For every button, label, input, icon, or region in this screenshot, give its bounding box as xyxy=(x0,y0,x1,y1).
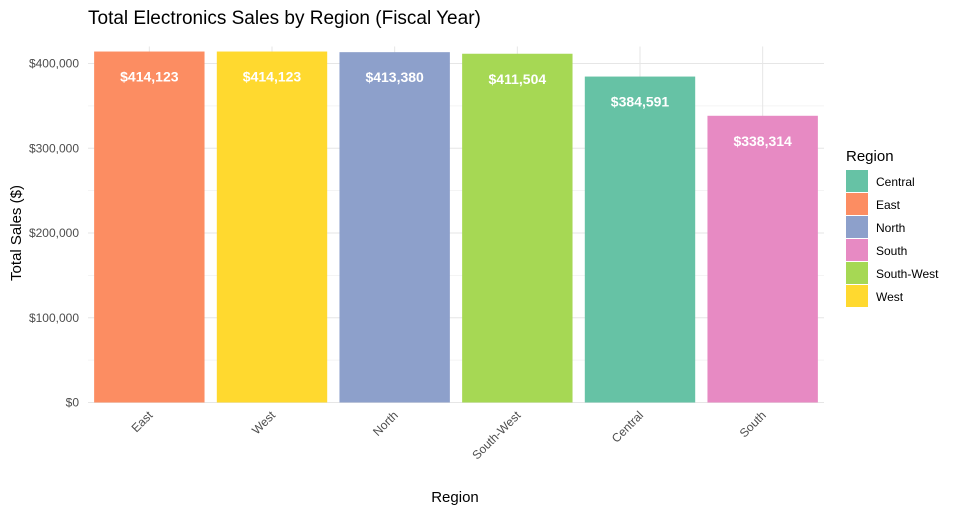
legend: Region Central East North South South-West We… xyxy=(846,148,939,307)
legend-label: North xyxy=(876,221,905,235)
bar xyxy=(584,76,696,403)
y-tick-label: $300,000 xyxy=(29,141,79,155)
bar-value-label: $338,314 xyxy=(733,133,792,149)
y-tick-label: $0 xyxy=(66,396,80,410)
x-tick-label: South-West xyxy=(469,408,524,463)
legend-swatch xyxy=(846,239,868,261)
bar-value-label: $414,123 xyxy=(120,69,179,85)
chart-title: Total Electronics Sales by Region (Fisca… xyxy=(88,8,481,29)
legend-swatch xyxy=(846,170,868,192)
bar xyxy=(216,51,328,403)
legend-label: West xyxy=(876,290,904,304)
y-tick-label: $400,000 xyxy=(29,57,79,71)
y-axis-title: Total Sales ($) xyxy=(8,185,25,281)
x-tick-label: West xyxy=(249,408,279,438)
bar-value-label: $411,504 xyxy=(489,71,547,87)
legend-label: South xyxy=(876,244,907,258)
x-tick-label: Central xyxy=(609,408,646,445)
legend-title: Region xyxy=(846,148,894,165)
bar xyxy=(707,115,818,403)
legend-swatch xyxy=(846,216,868,238)
y-tick-label: $200,000 xyxy=(29,226,79,240)
legend-label: Central xyxy=(876,175,915,189)
legend-swatch xyxy=(846,285,868,307)
x-tick-label: East xyxy=(129,408,156,435)
legend-swatch xyxy=(846,193,868,215)
y-tick-label: $100,000 xyxy=(29,311,79,325)
bar-value-label: $413,380 xyxy=(365,69,424,85)
bar xyxy=(339,52,450,403)
x-axis-title: Region xyxy=(431,489,479,506)
legend-label: South-West xyxy=(876,267,939,281)
legend-label: East xyxy=(876,198,901,212)
x-tick-label: South xyxy=(737,408,769,440)
bar-value-label: $384,591 xyxy=(611,94,670,110)
bars: $414,123 $414,123 $413,380 $411,504 $384,591… xyxy=(94,51,818,403)
bar xyxy=(462,53,573,403)
bar-value-label: $414,123 xyxy=(243,69,302,85)
x-tick-label: North xyxy=(370,408,401,439)
bar xyxy=(94,51,205,403)
legend-swatch xyxy=(846,262,868,284)
